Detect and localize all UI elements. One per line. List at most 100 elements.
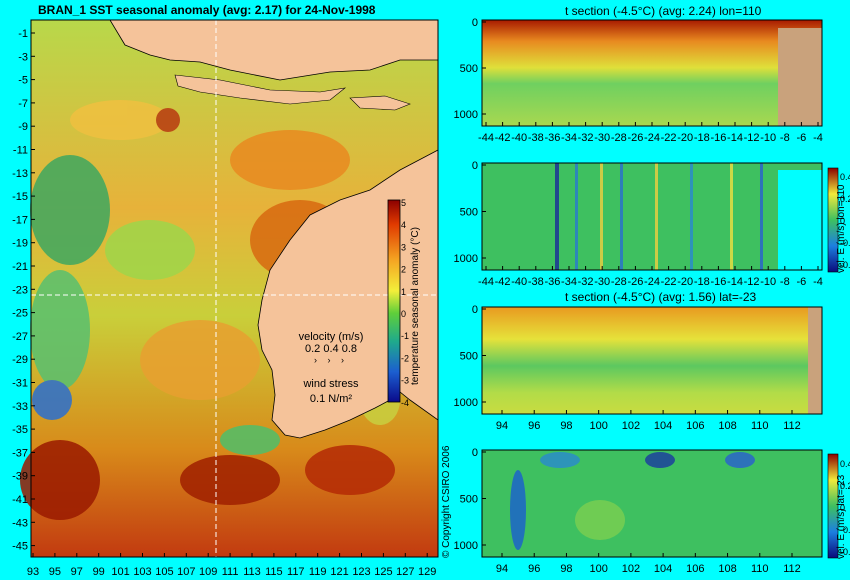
map-y-tick-label: -7 bbox=[18, 98, 28, 110]
map-y-tick-label: -9 bbox=[18, 121, 28, 133]
velocity-legend-title: velocity (m/s) bbox=[298, 331, 364, 343]
panel-x-tick-label: -12 bbox=[744, 132, 760, 144]
map-colorbar-tick-label: -2 bbox=[401, 353, 409, 363]
map-y-axis: -1 -3 -5 -7 -9 -11 -13 -15 -17 -19 -21 -23 -25 -27 -29… bbox=[12, 28, 35, 553]
panel-x-tick-label: -14 bbox=[727, 276, 743, 288]
map-y-tick-label: -5 bbox=[18, 75, 28, 87]
map-x-tick-label: 103 bbox=[133, 566, 151, 578]
map-y-tick-label: -1 bbox=[18, 28, 28, 40]
panel-x-tick-label: -14 bbox=[727, 132, 743, 144]
map-colorbar-tick-label: 3 bbox=[401, 242, 406, 252]
panel-x-tick-label: 104 bbox=[654, 420, 672, 432]
map-y-tick-label: -11 bbox=[13, 145, 28, 157]
map-colorbar-tick-label: 5 bbox=[401, 198, 406, 208]
map-x-tick-label: 113 bbox=[243, 566, 261, 578]
map-x-tick-label: 105 bbox=[155, 566, 173, 578]
map-x-tick-label: 117 bbox=[287, 566, 305, 578]
map-y-tick-label: -13 bbox=[12, 168, 28, 180]
panel-x-tick-label: -30 bbox=[594, 276, 610, 288]
map-colorbar-ticks: 5 4 3 2 1 0 -1 -2 -3 -4 bbox=[401, 198, 409, 408]
panel-x-tick-label: 100 bbox=[589, 420, 607, 432]
map-x-tick-label: 107 bbox=[177, 566, 195, 578]
panel-x-tick-label: -34 bbox=[561, 132, 577, 144]
panel-x-tick-label: -8 bbox=[780, 132, 790, 144]
map-y-tick-label: -31 bbox=[12, 378, 28, 390]
panel-x-tick-label: -44 bbox=[478, 132, 494, 144]
panel-x-tick-label: -20 bbox=[677, 276, 693, 288]
panel-x-tick-label: 102 bbox=[622, 420, 640, 432]
map-colorbar-label: temperature seasonal anomaly (°C) bbox=[410, 227, 421, 385]
panel-x-tick-label: -16 bbox=[710, 132, 726, 144]
panel-x-tick-label: -28 bbox=[611, 132, 627, 144]
map-x-tick-label: 97 bbox=[71, 566, 83, 578]
panel-x-tick-label: -12 bbox=[744, 276, 760, 288]
map-x-tick-label: 123 bbox=[352, 566, 370, 578]
panel-colorbar-tick-label: 0.4 bbox=[840, 172, 850, 182]
panel-x-tick-label: -24 bbox=[644, 132, 660, 144]
map-y-tick-label: -17 bbox=[12, 214, 28, 226]
panel-y-tick-label: 500 bbox=[460, 494, 478, 506]
panel-x-tick-label: -38 bbox=[528, 276, 544, 288]
panel-x-tick-label: 102 bbox=[622, 563, 640, 575]
panel-x-tick-label: 104 bbox=[654, 563, 672, 575]
panel-x-tick-label: 94 bbox=[496, 563, 508, 575]
panel-x-tick-label: -4 bbox=[813, 132, 823, 144]
map-colorbar-tick-label: -3 bbox=[401, 376, 409, 386]
panel-x-tick-label: 110 bbox=[751, 563, 769, 575]
panel1-title: t section (-4.5°C) (avg: 2.24) lon=110 bbox=[565, 4, 762, 18]
panel-x-tick-label: -6 bbox=[797, 132, 807, 144]
panel-y-tick-label: 1000 bbox=[454, 540, 478, 552]
map-y-tick-label: -25 bbox=[12, 308, 28, 320]
map-y-tick-label: -3 bbox=[18, 51, 28, 63]
panel-x-tick-label: -42 bbox=[495, 132, 511, 144]
panel-x-tick-label: -20 bbox=[677, 132, 693, 144]
map-colorbar bbox=[387, 199, 401, 403]
panel-colorbar-tick-label: 0 bbox=[840, 503, 845, 513]
panel1-plot bbox=[482, 20, 822, 126]
map-y-tick-label: -19 bbox=[12, 238, 28, 250]
panel-x-tick-label: -36 bbox=[544, 276, 560, 288]
sst-anomaly-map: -1-3-5-7-9-11-13-15-17-19-21-23-25-27-29… bbox=[12, 19, 439, 578]
panel-x-tick-label: -22 bbox=[661, 132, 677, 144]
panel3-title: t section (-4.5°C) (avg: 1.56) lat=-23 bbox=[565, 290, 757, 304]
panel3-plot bbox=[482, 307, 822, 414]
wind-legend-title: wind stress bbox=[303, 378, 359, 390]
map-x-tick-label: 125 bbox=[374, 566, 392, 578]
map-colorbar-label-box: temperature seasonal anomaly (°C) bbox=[408, 205, 424, 405]
land-indonesia bbox=[100, 19, 439, 81]
map-y-tick-label: -39 bbox=[12, 471, 28, 483]
map-x-tick-label: 127 bbox=[396, 566, 414, 578]
panel-x-tick-label: -8 bbox=[780, 276, 790, 288]
map-x-tick-label: 93 bbox=[27, 566, 39, 578]
wind-legend: wind stress 0.1 N/m² bbox=[296, 378, 366, 405]
velocity-legend: velocity (m/s) 0.2 0.4 0.8 › › › bbox=[296, 331, 366, 365]
map-colorbar-tick-label: 1 bbox=[401, 287, 406, 297]
panel-x-tick-label: 112 bbox=[783, 420, 801, 432]
panel-x-tick-label: -6 bbox=[797, 276, 807, 288]
map-x-axis: 93 95 97 99 101 103 105 107 109 111 113 115 117 119 12… bbox=[27, 553, 436, 578]
map-x-tick-label: 111 bbox=[222, 566, 239, 578]
panel-x-tick-label: -40 bbox=[511, 132, 527, 144]
panel-x-tick-label: -18 bbox=[694, 276, 710, 288]
panel-x-tick-label: 96 bbox=[528, 563, 540, 575]
panel-y-tick-label: 500 bbox=[460, 207, 478, 219]
panel-x-tick-label: -10 bbox=[760, 132, 776, 144]
map-x-tick-label: 129 bbox=[418, 566, 436, 578]
map-colorbar-tick-label: -4 bbox=[401, 398, 409, 408]
panel-y-tick-label: 500 bbox=[460, 63, 478, 75]
panel-x-tick-label: 108 bbox=[718, 420, 736, 432]
velocity-legend-values: 0.2 0.4 0.8 bbox=[305, 343, 357, 355]
map-y-tick-label: -29 bbox=[12, 354, 28, 366]
panel-colorbar-tick-label: -0.4 bbox=[840, 547, 850, 557]
panel-y-tick-label: 0 bbox=[472, 160, 478, 172]
panel-colorbar-tick-label: 0.2 bbox=[840, 194, 850, 204]
panel-x-tick-label: -28 bbox=[611, 276, 627, 288]
panel-x-tick-label: -18 bbox=[694, 132, 710, 144]
map-y-tick-label: -37 bbox=[12, 447, 28, 459]
panel-y-tick-label: 1000 bbox=[454, 253, 478, 265]
panel-y-tick-label: 0 bbox=[472, 447, 478, 459]
panel2-colorbar bbox=[827, 167, 839, 273]
panel4-colorbar-label: vel. E (m/s) lat=-23 bbox=[836, 474, 847, 559]
panel2-colorbar-label-box: vel. E (m/s) lon=110 bbox=[833, 165, 849, 275]
